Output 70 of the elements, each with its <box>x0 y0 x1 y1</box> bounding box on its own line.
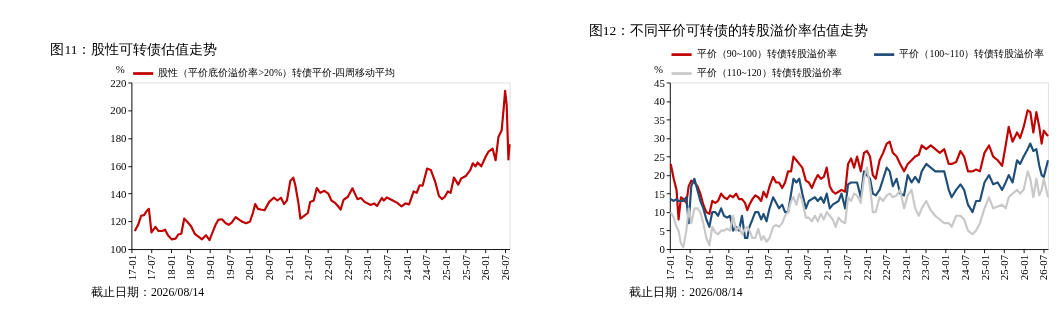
chart-title: 图12：不同平价可转债的转股溢价率估值走势 <box>588 22 869 38</box>
x-tick-label: 23-07 <box>380 254 393 281</box>
y-tick-label: 140 <box>110 187 127 200</box>
x-tick-label: 18-01 <box>703 254 716 281</box>
y-tick-label: 35 <box>654 113 665 126</box>
line-series <box>133 89 511 242</box>
y-tick-label: 100 <box>110 243 127 256</box>
x-tick-label: 21-07 <box>840 254 853 281</box>
x-tick-label: 21-01 <box>282 254 295 281</box>
x-tick-label: 17-07 <box>144 254 157 281</box>
y-tick-label: 20 <box>654 169 665 182</box>
y-axis-title: % <box>115 63 125 76</box>
legend-label: 平价（100~110）转债转股溢价率 <box>899 48 1045 60</box>
x-tick-label: 20-01 <box>781 254 794 281</box>
line-series <box>669 142 1050 240</box>
x-tick-label: 17-01 <box>125 254 138 281</box>
y-tick-label: 200 <box>110 104 127 117</box>
x-tick-label: 19-01 <box>742 254 755 281</box>
text: 截止日期：2026/08/14 <box>629 285 743 299</box>
x-tick-label: 20-07 <box>263 254 275 281</box>
legend-label: 平价（90~100）转债转股溢价率 <box>696 48 837 60</box>
x-tick-label: 24-07 <box>958 254 971 281</box>
x-tick-label: 21-07 <box>302 254 315 281</box>
x-tick-label: 22-01 <box>322 254 335 281</box>
y-tick-label: 180 <box>110 132 127 145</box>
x-tick-label: 25-07 <box>459 254 472 281</box>
y-tick-label: 120 <box>110 215 127 228</box>
legend-label: 股性（平价底价溢价率>20%）转债平价-四周移动平均 <box>158 67 396 79</box>
x-tick-label: 22-07 <box>880 254 892 281</box>
y-tick-label: 160 <box>110 159 127 172</box>
x-tick-label: 22-07 <box>341 254 354 281</box>
x-tick-label: 20-07 <box>801 254 814 281</box>
chart-title: 图11：股性可转债估值走势 <box>50 41 218 57</box>
y-tick-label: 220 <box>110 76 127 89</box>
y-tick-label: 5 <box>659 224 665 237</box>
x-tick-label: 26-07 <box>498 254 511 281</box>
x-tick-label: 25-01 <box>978 254 991 281</box>
x-tick-label: 24-01 <box>939 254 952 281</box>
x-tick-label: 18-07 <box>184 254 197 281</box>
y-tick-label: 30 <box>654 132 665 145</box>
x-tick-label: 24-07 <box>420 254 433 281</box>
x-tick-label: 17-07 <box>683 254 696 281</box>
x-tick-label: 19-07 <box>761 254 774 281</box>
y-tick-label: 25 <box>654 150 665 163</box>
x-tick-label: 18-07 <box>722 254 735 281</box>
x-tick-label: 18-01 <box>164 254 177 281</box>
y-tick-label: 15 <box>654 187 665 200</box>
x-tick-label: 22-01 <box>860 254 873 281</box>
legend-label: 平价（110~120）转债转股溢价率 <box>696 67 842 79</box>
x-tick-label: 23-07 <box>919 254 932 281</box>
x-tick-label: 19-07 <box>223 254 236 281</box>
x-tick-label: 26-07 <box>1037 254 1050 281</box>
x-tick-label: 25-01 <box>440 254 453 281</box>
x-tick-label: 23-01 <box>899 254 912 281</box>
x-tick-label: 17-01 <box>663 254 676 281</box>
x-tick-label: 23-01 <box>361 254 374 281</box>
y-axis-title: % <box>654 63 664 76</box>
x-tick-label: 26-01 <box>1017 254 1030 281</box>
line-series <box>669 109 1050 221</box>
y-tick-label: 45 <box>654 76 665 89</box>
text: 截止日期：2026/08/14 <box>90 285 205 299</box>
y-tick-label: 10 <box>654 206 665 219</box>
x-tick-label: 19-01 <box>204 254 217 281</box>
x-tick-label: 21-01 <box>821 254 834 281</box>
y-tick-label: 0 <box>659 243 665 256</box>
x-tick-label: 25-07 <box>998 254 1011 281</box>
x-tick-label: 26-01 <box>479 254 492 281</box>
y-tick-label: 40 <box>654 95 665 108</box>
x-tick-label: 20-01 <box>243 254 256 281</box>
x-tick-label: 24-01 <box>400 254 413 281</box>
